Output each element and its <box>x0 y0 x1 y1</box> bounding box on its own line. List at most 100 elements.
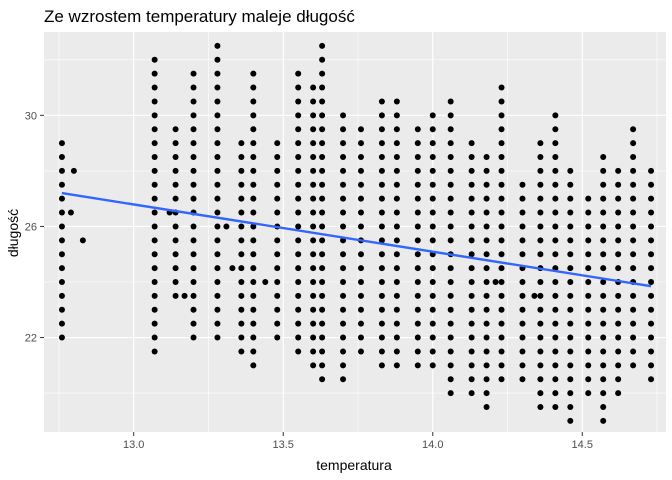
data-point <box>585 306 592 313</box>
data-point <box>238 265 245 272</box>
data-point <box>319 56 326 63</box>
data-point <box>262 279 269 285</box>
data-point <box>648 362 655 369</box>
data-point <box>468 181 475 188</box>
data-point <box>190 195 197 202</box>
data-point <box>238 251 245 258</box>
data-point <box>648 181 655 188</box>
data-point <box>378 223 385 230</box>
data-point <box>357 126 364 133</box>
minor-gridlines <box>44 32 666 432</box>
data-point <box>378 279 385 285</box>
data-point <box>274 320 281 327</box>
data-point <box>537 306 544 313</box>
data-point <box>214 126 221 133</box>
data-point <box>519 362 526 369</box>
data-point <box>250 112 257 119</box>
data-point <box>319 306 326 313</box>
data-point <box>190 70 197 77</box>
data-point <box>585 390 592 397</box>
data-point <box>498 334 505 341</box>
data-point <box>274 237 281 244</box>
data-point <box>310 195 317 202</box>
data-point <box>567 167 574 174</box>
data-point <box>483 376 490 383</box>
data-point <box>447 140 454 147</box>
data-point <box>151 195 158 202</box>
data-point <box>567 195 574 202</box>
data-point <box>310 292 317 299</box>
data-point <box>414 209 421 216</box>
data-point <box>519 209 526 216</box>
data-point <box>414 195 421 202</box>
data-point <box>214 98 221 105</box>
data-point <box>295 112 302 119</box>
data-point <box>340 251 347 258</box>
data-point <box>181 292 188 299</box>
data-point <box>414 181 421 188</box>
data-point <box>319 279 326 285</box>
data-point <box>552 362 559 369</box>
data-point <box>537 292 544 299</box>
data-point <box>600 167 607 174</box>
data-point <box>295 70 302 77</box>
data-point <box>214 320 221 327</box>
data-point <box>600 223 607 230</box>
data-point <box>429 195 436 202</box>
data-point <box>615 181 622 188</box>
x-tick-label: 13.0 <box>123 439 144 451</box>
data-point <box>447 154 454 160</box>
data-point <box>310 362 317 369</box>
data-point <box>319 98 326 105</box>
data-point <box>250 320 257 327</box>
data-point <box>223 223 230 230</box>
data-point <box>58 167 65 174</box>
data-point <box>600 417 607 424</box>
data-point <box>238 195 245 202</box>
data-point <box>393 140 400 147</box>
data-point <box>250 237 257 244</box>
data-point <box>310 112 317 119</box>
data-point <box>567 348 574 355</box>
data-point <box>190 98 197 105</box>
data-point <box>214 251 221 258</box>
data-point <box>600 265 607 272</box>
data-point <box>274 181 281 188</box>
data-point <box>468 306 475 313</box>
data-point <box>429 223 436 230</box>
y-tick-label: 22 <box>25 333 37 345</box>
data-point <box>447 223 454 230</box>
data-point <box>274 154 281 160</box>
data-point <box>468 390 475 397</box>
data-point <box>615 362 622 369</box>
data-point <box>468 154 475 160</box>
data-point <box>537 237 544 244</box>
data-point <box>630 209 637 216</box>
data-point <box>600 334 607 341</box>
data-point <box>519 376 526 383</box>
data-point <box>498 292 505 299</box>
data-point <box>310 167 317 174</box>
data-point <box>58 195 65 202</box>
data-point <box>447 195 454 202</box>
data-point <box>648 265 655 272</box>
data-point <box>250 167 257 174</box>
data-point <box>648 306 655 313</box>
data-point <box>378 306 385 313</box>
data-point <box>393 306 400 313</box>
data-point <box>447 376 454 383</box>
data-point <box>274 306 281 313</box>
data-point <box>190 279 197 285</box>
data-point <box>357 265 364 272</box>
data-point <box>567 292 574 299</box>
data-point <box>468 265 475 272</box>
data-point <box>567 181 574 188</box>
data-point <box>250 154 257 160</box>
major-gridlines <box>44 32 666 432</box>
data-point <box>519 251 526 258</box>
data-point <box>585 292 592 299</box>
data-point <box>393 195 400 202</box>
data-point <box>393 265 400 272</box>
data-point <box>214 70 221 77</box>
data-point <box>357 140 364 147</box>
